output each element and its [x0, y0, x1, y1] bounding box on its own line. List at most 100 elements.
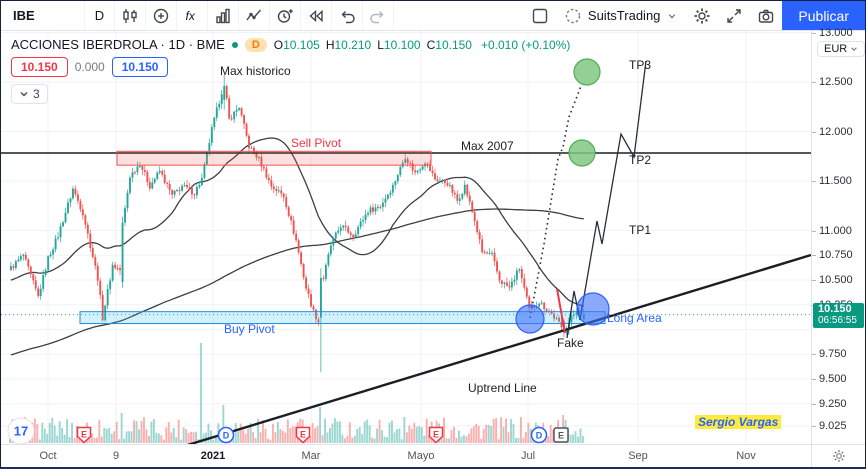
- live-status-dot: [231, 41, 238, 48]
- annotation-max-historico[interactable]: Max historico: [220, 64, 291, 78]
- settings-gear-button[interactable]: [686, 1, 718, 30]
- fx-button[interactable]: fx: [177, 1, 208, 30]
- annotation-sell-pivot[interactable]: Sell Pivot: [291, 136, 342, 150]
- price-axis[interactable]: EUR 10.150 06:56:55 13.000 12.500 12.000 11…: [811, 27, 865, 444]
- indicators-icon: [216, 8, 230, 23]
- price-tick: 12.000: [812, 125, 853, 138]
- alert-clock-button[interactable]: [270, 1, 301, 30]
- object-tree-row: 3: [11, 84, 570, 104]
- price-tick: 11.500: [812, 175, 852, 187]
- annotation-uptrend-line-label[interactable]: Uptrend Line: [468, 381, 537, 395]
- chart-canvas[interactable]: Max historico Sell Pivot Max 2007 TP3 TP2 TP1…: [1, 31, 811, 444]
- avatar-dashed-icon: [565, 8, 581, 23]
- chevron-down-icon: [851, 47, 858, 51]
- price-tick: 11.000: [812, 224, 852, 237]
- change-value: +0.010 (+0.10%): [480, 37, 571, 52]
- toolbar-icon-buttons: fx: [115, 1, 394, 30]
- screenshot-camera-button[interactable]: [750, 1, 782, 30]
- price-tick: 13.000: [812, 26, 853, 39]
- plus-circle-icon: [153, 8, 169, 23]
- svg-text:E: E: [300, 430, 306, 440]
- order-pills-row: 10.150 0.000 10.150: [11, 57, 570, 77]
- undo-icon: [341, 10, 355, 23]
- price-tick: 9.250: [812, 397, 847, 410]
- annotation-long-area[interactable]: Long Area: [607, 311, 662, 325]
- fx-icon: fx: [186, 9, 196, 23]
- user-account-button[interactable]: SuitsTrading: [556, 1, 687, 30]
- annotation-tp2[interactable]: TP2: [629, 153, 651, 167]
- layout-button[interactable]: [524, 1, 556, 30]
- sell-order-pill[interactable]: 10.150: [11, 57, 68, 77]
- svg-text:E: E: [81, 430, 87, 440]
- uptrend-line[interactable]: [181, 253, 811, 444]
- price-tick: 10.500: [812, 274, 853, 286]
- publish-button[interactable]: Publicar: [782, 1, 865, 30]
- time-tick: Sep: [628, 450, 648, 462]
- event-badge-e[interactable]: E: [76, 426, 92, 444]
- last-price-value: 10.150: [818, 302, 852, 315]
- chart-region[interactable]: Max historico Sell Pivot Max 2007 TP3 TP2 TP1…: [1, 31, 811, 444]
- legend-title-row: ACCIONES IBERDROLA · 1D · BME D O10.105 …: [11, 37, 570, 52]
- svg-text:D: D: [536, 431, 543, 441]
- collapsed-indicators-chip[interactable]: 3: [11, 84, 48, 104]
- interval-button[interactable]: D: [85, 1, 115, 30]
- template-button[interactable]: [239, 1, 270, 30]
- undo-button[interactable]: [332, 1, 363, 30]
- ma-slow-line: [10, 208, 584, 356]
- event-badge-e[interactable]: E: [553, 427, 569, 443]
- time-axis[interactable]: Oct 9 2021 Mar Mayo Jul Sep Nov: [1, 445, 811, 467]
- sell-pivot-box[interactable]: [116, 150, 432, 166]
- price-tick: 9.750: [812, 348, 847, 361]
- interval-badge[interactable]: D: [244, 37, 267, 52]
- indicators-button[interactable]: [208, 1, 239, 30]
- grid-layer: [1, 31, 811, 444]
- main-area: Max historico Sell Pivot Max 2007 TP3 TP2 TP1…: [1, 27, 865, 444]
- time-tick: 9: [112, 450, 120, 462]
- order-qty: 0.000: [74, 60, 105, 74]
- svg-text:D: D: [223, 431, 230, 441]
- replay-button[interactable]: [301, 1, 332, 30]
- projection-dotted-line[interactable]: [529, 80, 584, 319]
- replay-icon: [309, 9, 323, 22]
- ma-fast-line: [10, 137, 585, 308]
- axis-settings-corner[interactable]: [811, 445, 865, 467]
- annotation-tp1[interactable]: TP1: [629, 223, 651, 237]
- ohlc-values: O10.105 H10.210 L10.100 C10.150: [273, 37, 472, 52]
- candlestick-button[interactable]: [115, 1, 146, 30]
- author-watermark: Sergio Vargas: [695, 415, 782, 429]
- tradingview-logo[interactable]: 17: [7, 417, 35, 444]
- redo-button[interactable]: [363, 1, 394, 30]
- long-zone-circle[interactable]: [576, 292, 610, 326]
- projection-zigzag[interactable]: [566, 60, 647, 339]
- annotation-max-2007[interactable]: Max 2007: [461, 139, 514, 153]
- time-tick: Mar: [301, 450, 321, 462]
- chevron-down-icon: [669, 13, 676, 18]
- annotation-tp3[interactable]: TP3: [629, 58, 651, 72]
- fullscreen-button[interactable]: [718, 1, 750, 30]
- buy-order-pill[interactable]: 10.150: [111, 57, 169, 77]
- legend-symbol-title[interactable]: ACCIONES IBERDROLA · 1D · BME: [11, 37, 225, 52]
- annotation-fake[interactable]: Fake: [557, 336, 584, 350]
- event-badge-e[interactable]: E: [295, 426, 311, 444]
- price-tick: 10.750: [812, 249, 853, 262]
- gear-icon: [694, 8, 710, 23]
- annotation-buy-pivot[interactable]: Buy Pivot: [224, 322, 275, 336]
- bottom-bar: Oct 9 2021 Mar Mayo Jul Sep Nov: [1, 444, 865, 467]
- event-badge-d[interactable]: D: [217, 426, 235, 444]
- entry-zone-circle[interactable]: [515, 304, 545, 334]
- fake-breakdown-line[interactable]: [556, 288, 566, 334]
- svg-text:fx: fx: [186, 9, 196, 23]
- tp3-target-circle[interactable]: [573, 58, 601, 86]
- tp2-target-circle[interactable]: [568, 139, 596, 167]
- symbol-button[interactable]: IBE: [1, 1, 85, 30]
- plus-circle-button[interactable]: [146, 1, 177, 30]
- template-icon: [246, 9, 262, 20]
- price-tick: 9.500: [812, 373, 847, 385]
- event-badge-d[interactable]: D: [530, 426, 548, 444]
- currency-selector[interactable]: EUR: [817, 41, 865, 57]
- candles-layer: [10, 75, 585, 373]
- event-badge-e[interactable]: E: [428, 426, 444, 444]
- time-tick: Oct: [39, 450, 57, 462]
